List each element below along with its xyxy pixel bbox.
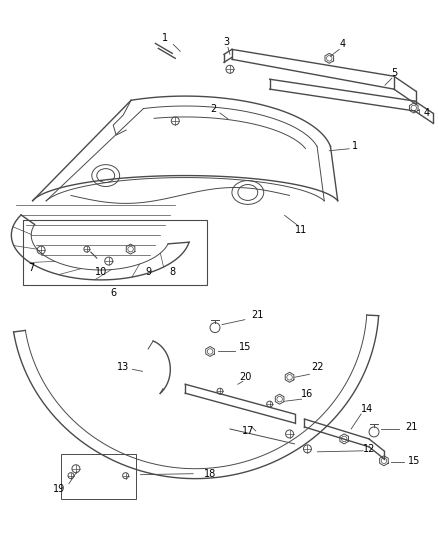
Text: 15: 15 — [408, 456, 420, 466]
Text: 10: 10 — [95, 267, 107, 277]
Text: 2: 2 — [210, 104, 216, 114]
Text: 8: 8 — [169, 267, 175, 277]
Bar — [23, 220, 207, 285]
Text: 9: 9 — [145, 267, 152, 277]
Text: 19: 19 — [53, 483, 65, 494]
Text: 7: 7 — [28, 263, 34, 273]
Text: 16: 16 — [301, 389, 314, 399]
Bar — [61, 454, 135, 498]
Text: 18: 18 — [204, 469, 216, 479]
Text: 5: 5 — [391, 68, 397, 78]
Text: 1: 1 — [352, 141, 358, 151]
Text: 17: 17 — [242, 426, 254, 436]
Text: 11: 11 — [295, 225, 307, 235]
Text: 13: 13 — [117, 362, 129, 373]
Text: 21: 21 — [406, 422, 418, 432]
Text: 21: 21 — [251, 310, 264, 320]
Text: 20: 20 — [240, 372, 252, 382]
Text: 12: 12 — [363, 444, 375, 454]
Text: 4: 4 — [424, 108, 430, 118]
Text: 4: 4 — [339, 39, 345, 50]
Text: 15: 15 — [239, 343, 251, 352]
Text: 1: 1 — [162, 34, 168, 44]
Text: 3: 3 — [223, 37, 229, 47]
Text: 14: 14 — [361, 404, 373, 414]
Text: 6: 6 — [111, 288, 117, 298]
Text: 22: 22 — [311, 362, 324, 373]
